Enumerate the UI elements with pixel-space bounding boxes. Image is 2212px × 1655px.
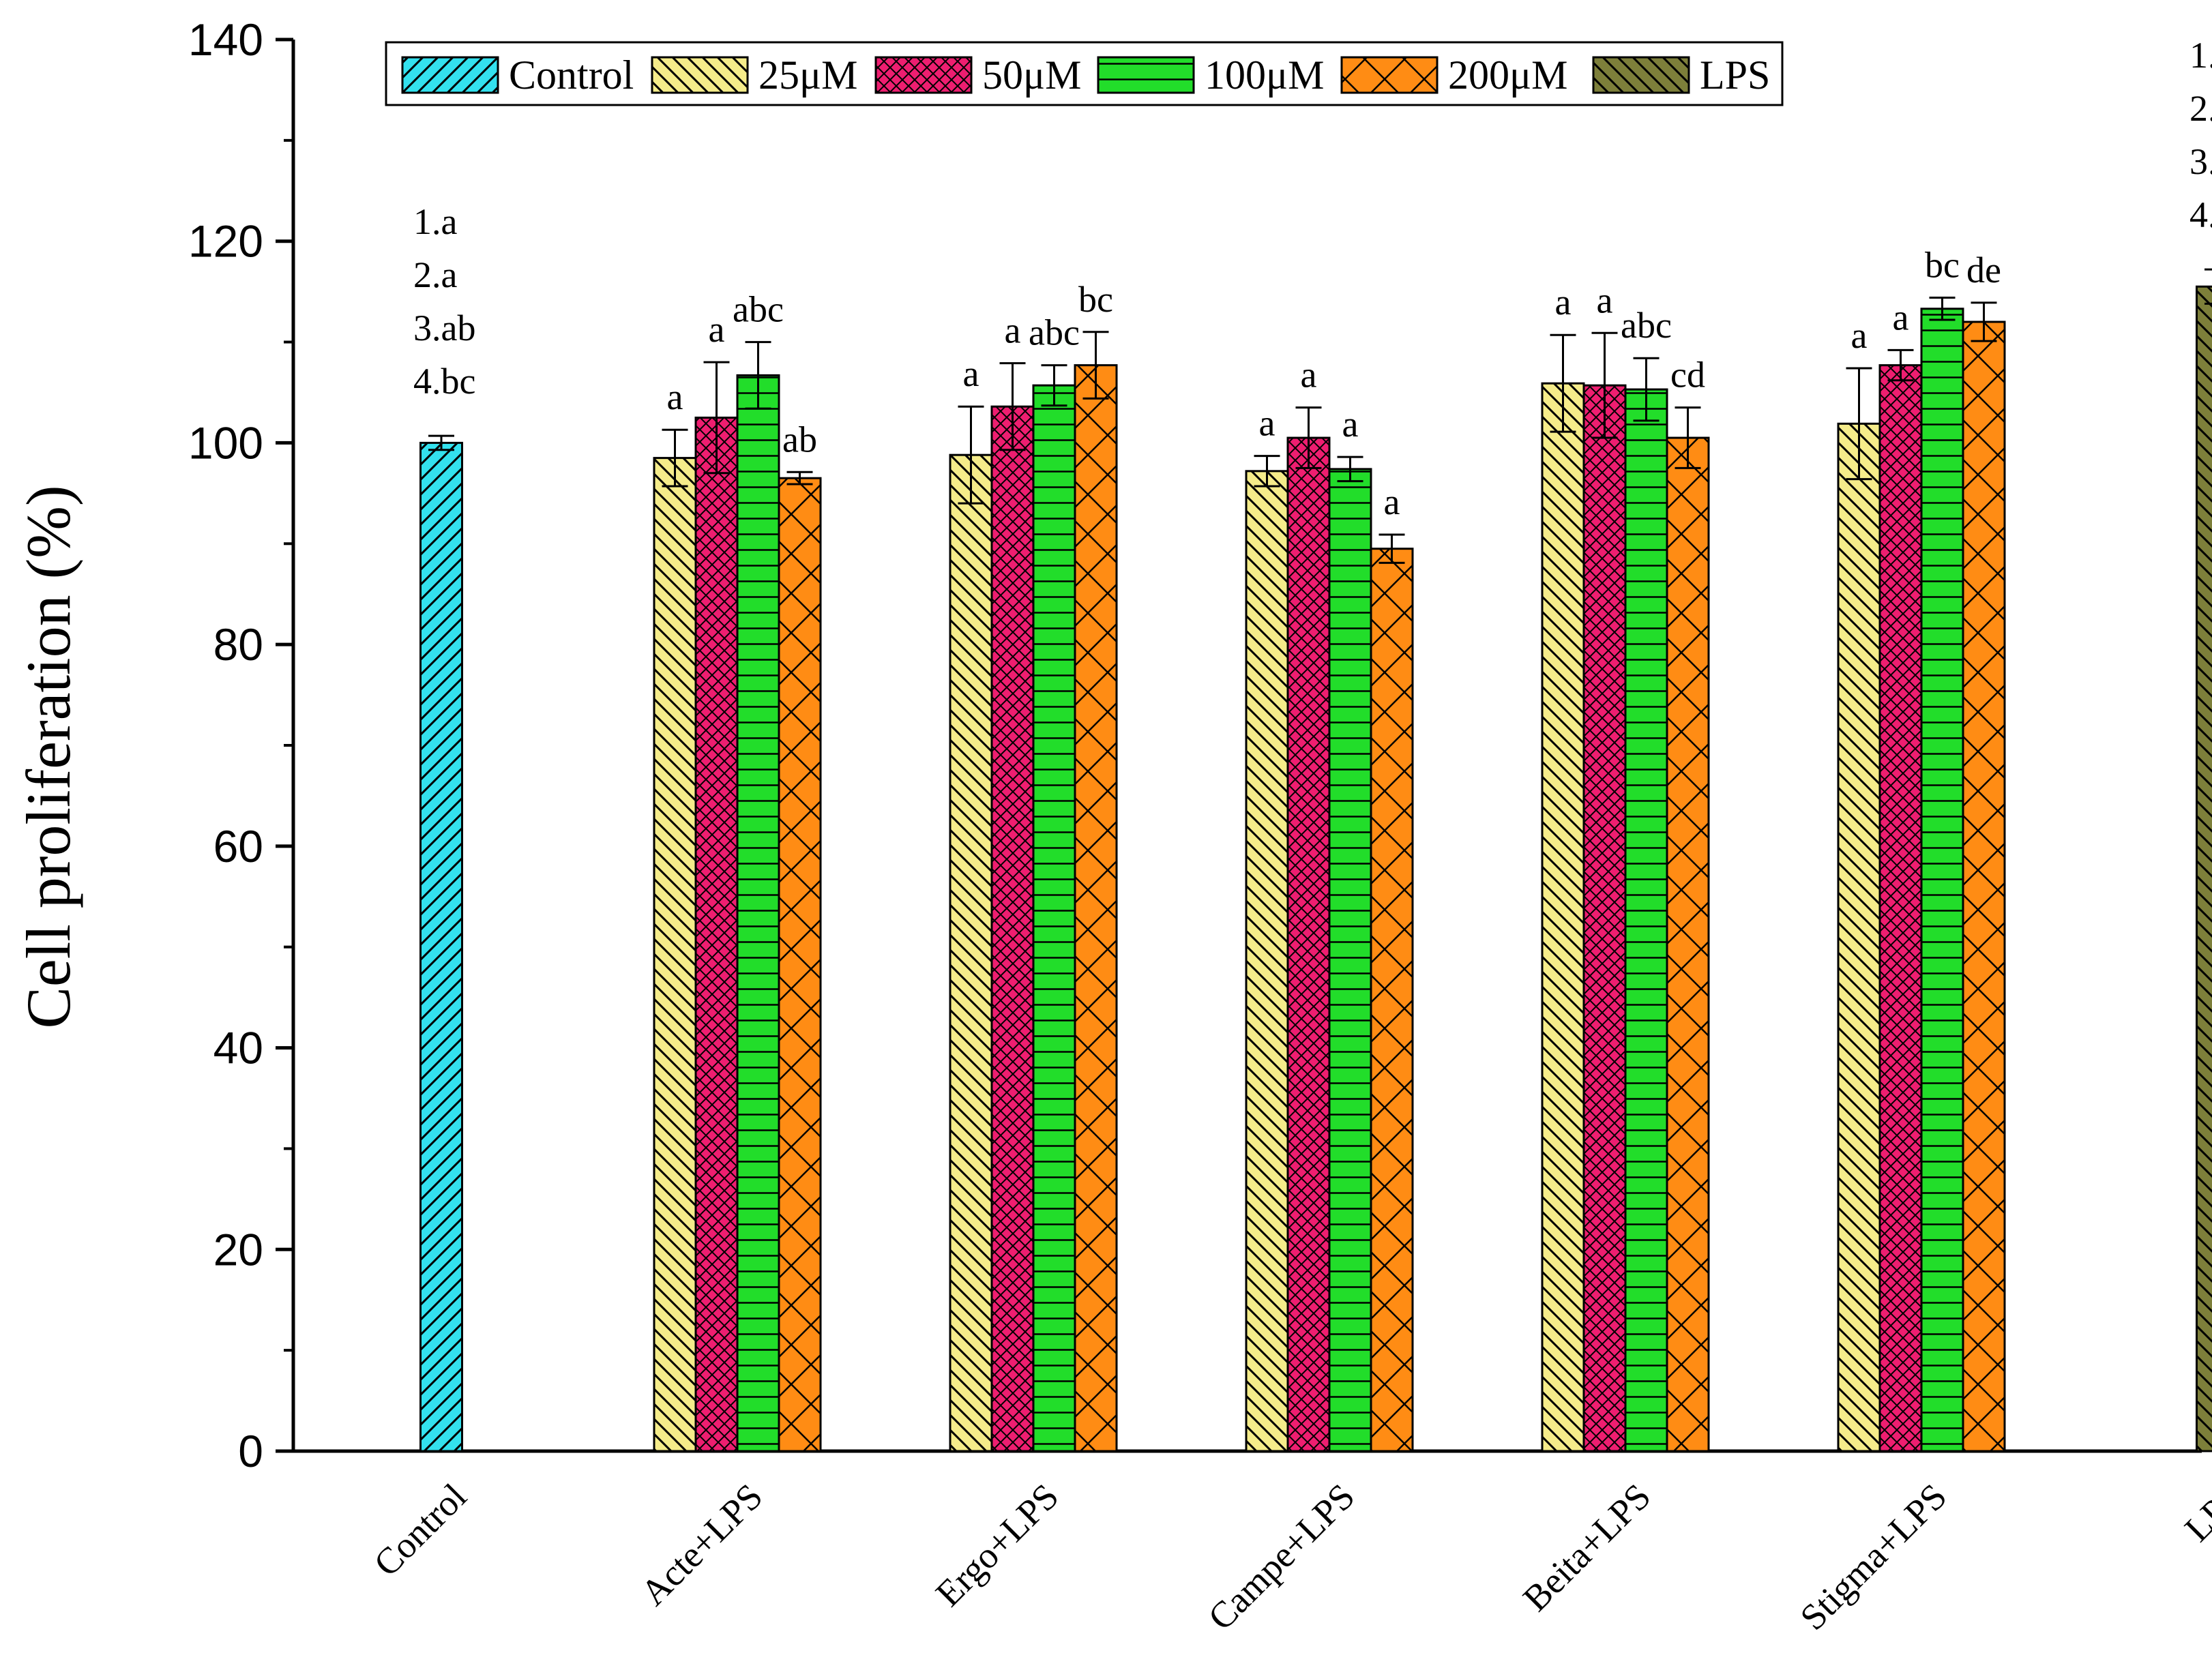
bar bbox=[1962, 320, 2006, 1452]
legend-label: Control bbox=[509, 53, 634, 98]
bar bbox=[1878, 364, 1923, 1452]
x-tick-label: Acte+LPS bbox=[633, 1476, 771, 1613]
y-tick-label: 0 bbox=[238, 1426, 263, 1476]
legend: Control 25μM 50μM 100μM 200μM LPS bbox=[385, 41, 1784, 106]
x-tick-label: Stigma+LPS bbox=[1793, 1476, 1955, 1638]
bar bbox=[778, 477, 822, 1452]
group-note: 1.b bbox=[2189, 35, 2212, 76]
legend-label: 100μM bbox=[1205, 53, 1325, 98]
significance-label: a bbox=[963, 353, 979, 394]
x-tick-label: Ergo+LPS bbox=[928, 1476, 1066, 1614]
significance-label: abc bbox=[733, 289, 784, 330]
legend-label: 200μM bbox=[1448, 53, 1568, 98]
bar bbox=[653, 457, 697, 1452]
significance-label: a bbox=[1005, 310, 1021, 351]
y-tick-label: 100 bbox=[188, 417, 263, 468]
significance-label: a bbox=[1259, 403, 1275, 444]
significance-label: a bbox=[667, 376, 683, 417]
group-note: 4.e bbox=[2189, 194, 2212, 235]
significance-label: bc bbox=[1078, 279, 1113, 320]
group-note: 2.a bbox=[2189, 88, 2212, 129]
bar bbox=[1920, 308, 1964, 1452]
legend-swatch bbox=[401, 56, 499, 94]
x-axis: Control Acte+LPS Ergo+LPS Campe+LPS Beita+LP… bbox=[293, 1449, 2212, 1638]
significance-label: abc bbox=[1029, 312, 1080, 353]
group-note: 1.a bbox=[413, 201, 458, 242]
legend-label: 25μM bbox=[758, 53, 858, 98]
y-axis: 0 20 40 60 80 100 120 140 bbox=[188, 14, 295, 1476]
significance-label: a bbox=[1301, 355, 1317, 396]
significance-label: de bbox=[1966, 250, 2001, 290]
group-note: 3.ab bbox=[413, 308, 475, 348]
significance-label: a bbox=[709, 309, 725, 350]
significance-label: bc bbox=[1925, 245, 1960, 286]
bar bbox=[1328, 468, 1372, 1452]
significance-label: a bbox=[1342, 404, 1359, 445]
legend-swatch bbox=[651, 56, 749, 94]
significance-label: a bbox=[1893, 297, 1909, 338]
significance-label: abc bbox=[1621, 305, 1672, 346]
bar bbox=[1245, 470, 1289, 1452]
bar bbox=[1032, 384, 1076, 1452]
x-tick-label: Control bbox=[366, 1476, 474, 1584]
significance-label: a bbox=[1597, 280, 1613, 320]
significance-label: a bbox=[1555, 282, 1572, 323]
y-tick-label: 140 bbox=[188, 14, 263, 65]
bar bbox=[990, 405, 1035, 1452]
x-tick-label: Campe+LPS bbox=[1200, 1476, 1363, 1638]
y-axis-label: Cell proliferation (%) bbox=[14, 485, 83, 1028]
significance-label: a bbox=[1384, 481, 1400, 522]
bar bbox=[949, 453, 993, 1452]
legend-swatch bbox=[1097, 56, 1195, 94]
y-tick-label: 120 bbox=[188, 216, 263, 267]
y-tick-label: 80 bbox=[213, 619, 263, 670]
bar bbox=[1074, 364, 1118, 1452]
bars bbox=[419, 268, 2212, 1452]
bar bbox=[694, 416, 739, 1452]
bar bbox=[1624, 388, 1668, 1452]
bar bbox=[736, 374, 780, 1452]
legend-label: LPS bbox=[1700, 53, 1770, 98]
bar bbox=[1582, 384, 1627, 1452]
legend-swatch bbox=[874, 56, 973, 94]
bar bbox=[1286, 436, 1331, 1452]
bar bbox=[1837, 422, 1881, 1452]
bar bbox=[1541, 382, 1585, 1452]
bar bbox=[419, 441, 463, 1452]
bar bbox=[2196, 285, 2212, 1452]
bar bbox=[1666, 436, 1710, 1452]
y-tick-label: 60 bbox=[213, 821, 263, 871]
legend-label: 50μM bbox=[982, 53, 1082, 98]
legend-swatch bbox=[1592, 56, 1690, 94]
significance-label: ab bbox=[782, 419, 817, 460]
group-note: 4.bc bbox=[413, 361, 475, 402]
significance-label: a bbox=[1851, 315, 1868, 356]
bar bbox=[1370, 548, 1414, 1452]
legend-swatch bbox=[1340, 56, 1439, 94]
significance-label: cd bbox=[1670, 355, 1705, 396]
group-note: 3.c bbox=[2189, 141, 2212, 182]
y-tick-label: 20 bbox=[213, 1224, 263, 1274]
group-note: 2.a bbox=[413, 254, 458, 295]
x-tick-label: Beita+LPS bbox=[1515, 1476, 1658, 1619]
x-tick-label: LPS bbox=[2177, 1476, 2212, 1549]
legend-frame bbox=[385, 41, 1784, 106]
y-tick-label: 40 bbox=[213, 1023, 263, 1073]
